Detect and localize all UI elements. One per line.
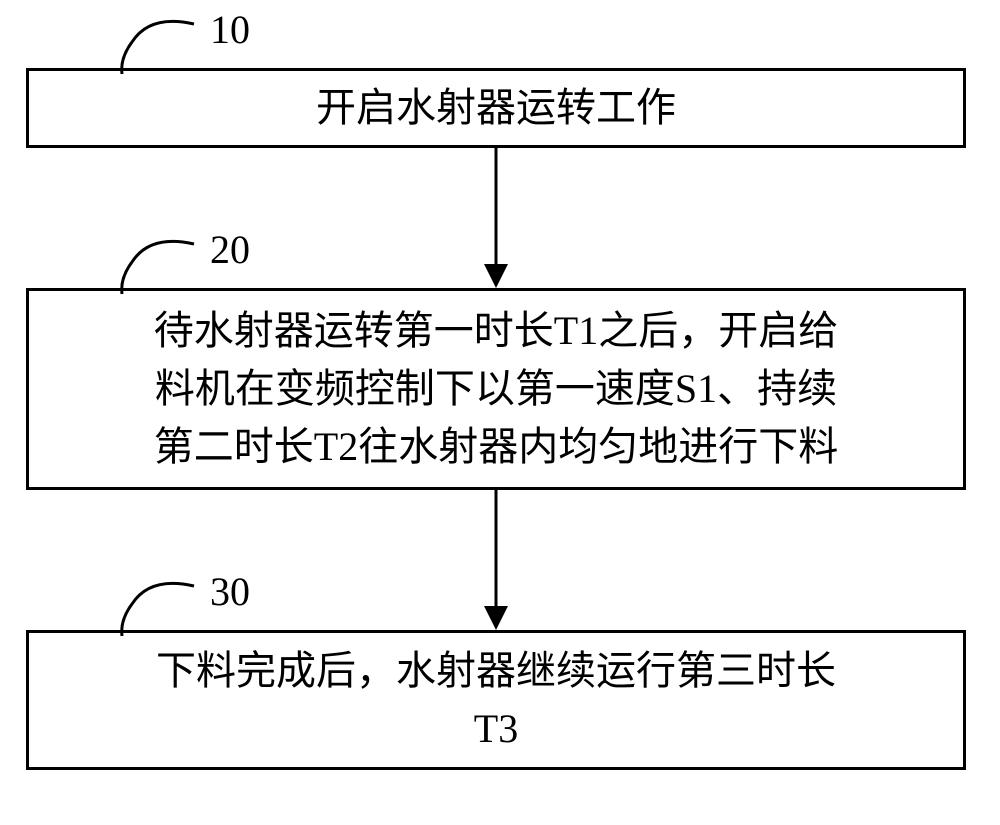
label-20: 20: [210, 226, 250, 273]
step-20-text: 待水射器运转第一时长T1之后，开启给 料机在变频控制下以第一速度S1、持续 第二…: [154, 302, 838, 476]
step-30-box: 下料完成后，水射器继续运行第三时长 T3: [26, 630, 966, 770]
step-30-text: 下料完成后，水射器继续运行第三时长 T3: [156, 642, 836, 758]
arrow-20-to-30: [480, 490, 512, 630]
label-10: 10: [210, 6, 250, 53]
label-30: 30: [210, 568, 250, 615]
flowchart-canvas: 开启水射器运转工作 10 待水射器运转第一时长T1之后，开启给 料机在变频控制下…: [0, 0, 1000, 825]
arrow-10-to-20: [480, 148, 512, 288]
callout-20: [116, 238, 196, 296]
step-10-box: 开启水射器运转工作: [26, 68, 966, 148]
callout-30: [116, 580, 196, 638]
step-10-text: 开启水射器运转工作: [316, 79, 676, 137]
callout-10: [116, 18, 196, 76]
step-20-box: 待水射器运转第一时长T1之后，开启给 料机在变频控制下以第一速度S1、持续 第二…: [26, 288, 966, 490]
